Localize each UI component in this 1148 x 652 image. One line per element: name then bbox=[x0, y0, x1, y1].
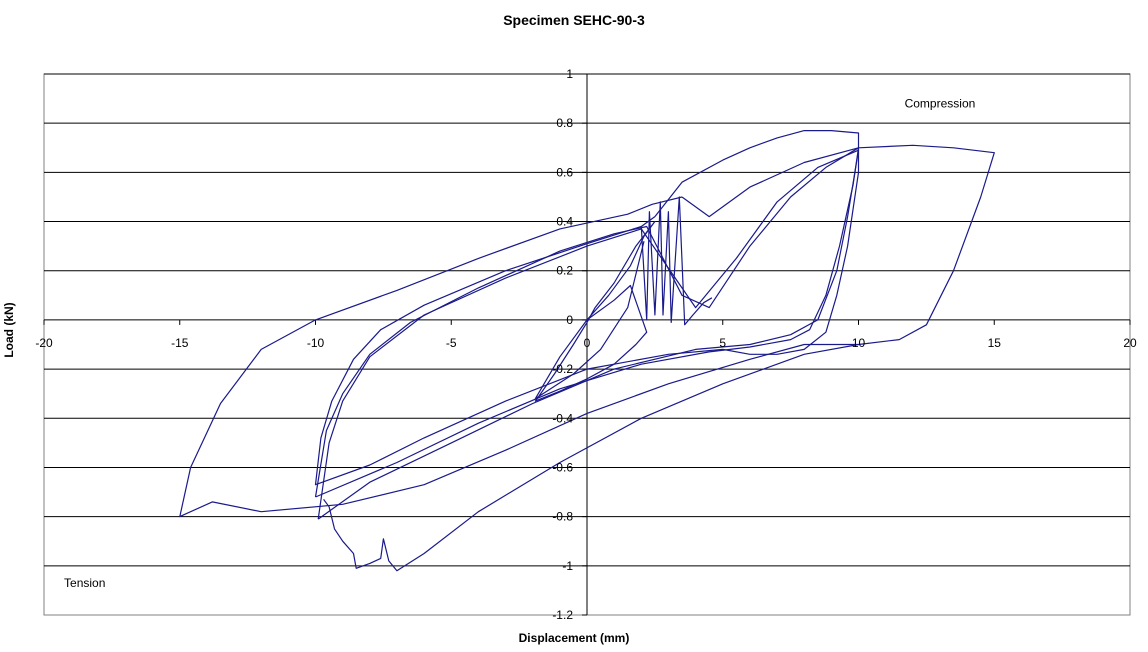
y-tick-label: 1 bbox=[566, 67, 573, 81]
y-tick-label: -1.2 bbox=[552, 608, 573, 622]
y-tick-label: 0.4 bbox=[556, 215, 573, 229]
x-tick-label: -10 bbox=[307, 336, 325, 350]
series-line-drops bbox=[640, 196, 713, 326]
series-line-cycle-15mm bbox=[179, 144, 995, 518]
x-axis-title: Displacement (mm) bbox=[518, 631, 630, 645]
y-tick-label: 0.8 bbox=[556, 116, 573, 130]
y-tick-label: 0.6 bbox=[556, 165, 573, 179]
series-line-cycles-10mm-c bbox=[317, 149, 860, 520]
annotation-tension: Tension bbox=[64, 576, 105, 590]
series-line-cycles-10mm bbox=[314, 130, 860, 486]
x-tick-label: 10 bbox=[852, 336, 866, 350]
x-tick-label: 15 bbox=[988, 336, 1002, 350]
y-tick-label: -0.4 bbox=[552, 411, 573, 425]
x-tick-label: -20 bbox=[35, 336, 53, 350]
chart-title: Specimen SEHC-90-3 bbox=[503, 12, 645, 28]
tick-labels: -20 -15 -10 -5 0 5 10 15 20-1.2-1-0.8-0.6-0.4-0.… bbox=[35, 67, 1137, 622]
x-tick-label: 5 bbox=[719, 336, 726, 350]
x-tick-label: -5 bbox=[446, 336, 457, 350]
x-tick-label: 20 bbox=[1123, 336, 1137, 350]
y-tick-label: 0 bbox=[566, 313, 573, 327]
annotation-compression: Compression bbox=[905, 97, 976, 111]
x-tick-label: 0 bbox=[584, 336, 591, 350]
y-tick-label: -0.2 bbox=[552, 362, 573, 376]
series-group bbox=[179, 130, 995, 572]
y-tick-label: -0.8 bbox=[552, 510, 573, 524]
y-tick-label: -0.6 bbox=[552, 460, 573, 474]
series-line-tension-tail bbox=[323, 343, 859, 572]
annotations: Compression Tension bbox=[64, 97, 975, 591]
y-tick-label: 0.2 bbox=[556, 264, 573, 278]
y-tick-label: -1 bbox=[562, 559, 573, 573]
x-tick-label: -15 bbox=[171, 336, 189, 350]
